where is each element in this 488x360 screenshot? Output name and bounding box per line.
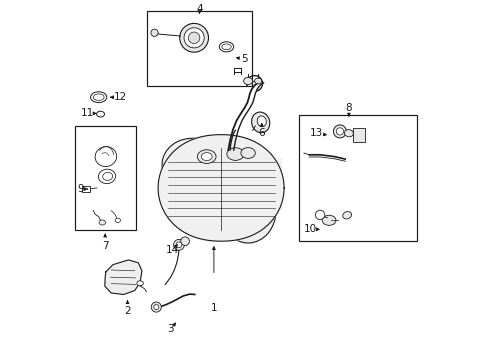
Text: 12: 12 — [113, 92, 127, 102]
Circle shape — [183, 28, 204, 48]
Ellipse shape — [137, 281, 143, 286]
Text: 1: 1 — [210, 303, 217, 313]
Ellipse shape — [257, 116, 266, 127]
Ellipse shape — [220, 178, 275, 243]
Text: 3: 3 — [167, 324, 174, 334]
Circle shape — [173, 239, 184, 250]
Polygon shape — [158, 135, 284, 241]
Ellipse shape — [222, 44, 231, 50]
Ellipse shape — [219, 42, 233, 52]
Ellipse shape — [243, 77, 252, 85]
Text: 10: 10 — [303, 224, 316, 234]
Ellipse shape — [210, 151, 271, 202]
Text: 13: 13 — [309, 128, 323, 138]
Ellipse shape — [96, 111, 104, 117]
Text: 11: 11 — [81, 108, 94, 118]
Ellipse shape — [102, 172, 113, 180]
Text: 4: 4 — [196, 4, 203, 14]
Circle shape — [151, 29, 158, 36]
Bar — [147, 11, 251, 86]
Ellipse shape — [93, 94, 104, 100]
Ellipse shape — [95, 147, 117, 167]
Ellipse shape — [322, 215, 335, 225]
Ellipse shape — [201, 153, 212, 161]
Ellipse shape — [169, 175, 229, 236]
Ellipse shape — [98, 169, 115, 184]
Bar — [298, 115, 416, 241]
Text: 2: 2 — [124, 306, 131, 316]
Ellipse shape — [162, 138, 229, 197]
Ellipse shape — [99, 220, 105, 225]
Text: 6: 6 — [258, 128, 264, 138]
Ellipse shape — [251, 112, 269, 133]
Ellipse shape — [90, 92, 106, 103]
Ellipse shape — [241, 148, 255, 158]
Circle shape — [315, 210, 324, 220]
Ellipse shape — [342, 212, 351, 219]
Circle shape — [151, 302, 161, 312]
Text: 14: 14 — [165, 245, 179, 255]
Circle shape — [181, 237, 189, 246]
Ellipse shape — [115, 218, 120, 222]
Circle shape — [153, 305, 159, 310]
Bar — [352, 128, 365, 142]
Text: 7: 7 — [102, 240, 108, 251]
Ellipse shape — [254, 78, 261, 84]
Polygon shape — [104, 260, 142, 294]
Circle shape — [176, 242, 182, 248]
Text: 8: 8 — [345, 103, 351, 113]
Text: 9: 9 — [77, 184, 84, 194]
Text: 5: 5 — [241, 54, 247, 64]
Circle shape — [333, 125, 346, 138]
Circle shape — [179, 23, 208, 52]
Bar — [82, 186, 90, 192]
Polygon shape — [172, 158, 280, 209]
Circle shape — [188, 32, 200, 44]
Bar — [75, 126, 136, 230]
Ellipse shape — [344, 130, 353, 137]
Ellipse shape — [197, 150, 216, 163]
Ellipse shape — [226, 148, 244, 161]
Circle shape — [336, 128, 343, 135]
